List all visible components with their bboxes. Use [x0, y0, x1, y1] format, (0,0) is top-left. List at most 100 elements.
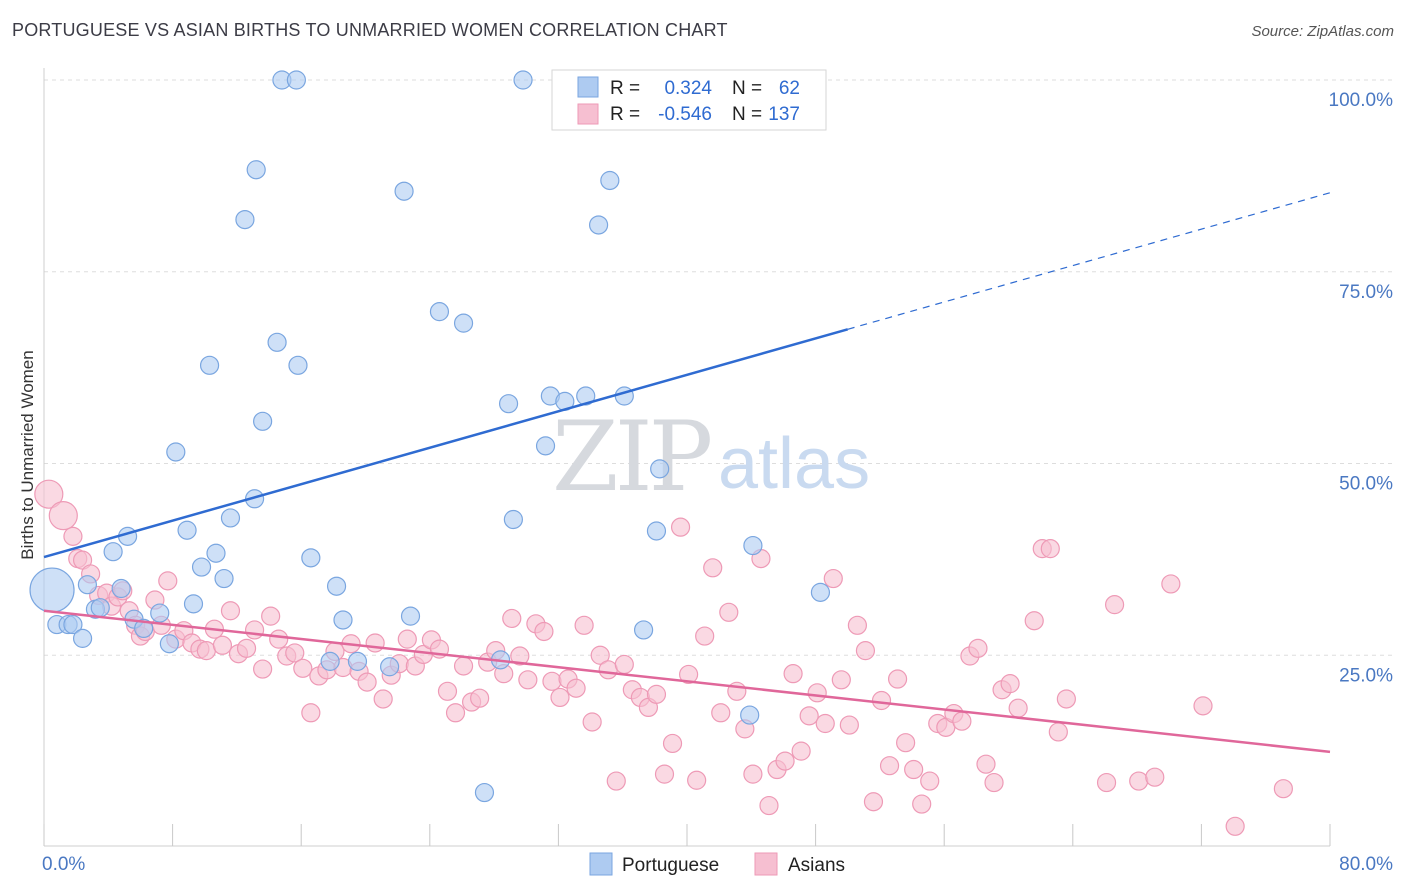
portuguese-point: [301, 548, 321, 568]
asians-point: [976, 754, 996, 774]
asians-point: [799, 706, 819, 726]
asians-point: [831, 670, 851, 690]
watermark-atlas: atlas: [718, 424, 870, 504]
portuguese-point: [646, 521, 667, 541]
legend-n-label: N =: [732, 104, 762, 125]
y-tick-label: 100.0%: [1329, 90, 1394, 111]
portuguese-point: [191, 557, 212, 577]
portuguese-points: [29, 70, 831, 803]
asians-point: [502, 608, 522, 629]
portuguese-point: [810, 582, 831, 602]
portuguese-point: [394, 181, 414, 201]
portuguese-point: [600, 170, 620, 191]
watermark: ZIP atlas: [552, 401, 870, 513]
asians-point: [823, 568, 843, 589]
asians-point: [1104, 595, 1125, 615]
asians-point: [590, 645, 610, 665]
asians-point: [791, 741, 811, 761]
portuguese-trend-line: [43, 328, 849, 559]
portuguese-point: [347, 651, 368, 671]
portuguese-point: [286, 70, 306, 90]
portuguese-point: [326, 576, 347, 596]
portuguese-point: [576, 386, 596, 406]
portuguese-point: [159, 634, 179, 654]
asians-point: [574, 615, 594, 635]
asians-point: [220, 601, 241, 621]
asians-point: [518, 670, 538, 690]
portuguese-point: [588, 215, 609, 235]
portuguese-point: [535, 436, 556, 456]
asians-point: [1129, 771, 1149, 791]
asians-point: [662, 733, 683, 754]
trend-lines: [43, 192, 1331, 754]
legend-r-label: R =: [610, 78, 640, 99]
asians-point: [847, 615, 867, 635]
portuguese-point: [429, 302, 450, 322]
asians-point: [453, 656, 474, 676]
portuguese-trend-extension: [847, 192, 1331, 330]
asians-point: [687, 770, 707, 790]
x-tick-label: 0.0%: [42, 854, 85, 875]
asians-trend-line: [43, 609, 1331, 754]
asians-point: [606, 771, 626, 791]
asians-point: [703, 558, 723, 578]
watermark-zip: ZIP: [552, 401, 711, 513]
asians-point: [542, 671, 562, 691]
portuguese-point: [77, 575, 98, 595]
portuguese-point: [333, 610, 353, 630]
portuguese-point: [288, 355, 308, 375]
asians-point: [1161, 574, 1181, 594]
asians-point: [904, 759, 924, 780]
asians-point: [437, 681, 458, 701]
legend-top: R = 0.324 N = 62 R = -0.546 N = 137: [551, 69, 827, 131]
asians-point: [896, 733, 916, 753]
legend-n-label: N =: [732, 78, 762, 99]
asians-point: [301, 703, 321, 723]
asians-point: [855, 641, 876, 661]
asians-point: [743, 764, 763, 784]
asians-point: [598, 660, 618, 680]
asians-point: [1273, 779, 1293, 799]
portuguese-point: [111, 578, 131, 599]
asians-point: [34, 479, 64, 509]
asians-point: [48, 501, 78, 531]
y-tick-label: 50.0%: [1339, 474, 1393, 495]
asians-point: [373, 689, 393, 709]
portuguese-point: [235, 209, 255, 230]
portuguese-point: [743, 535, 763, 556]
asians-point: [253, 659, 273, 679]
portuguese-point: [72, 628, 93, 648]
asians-point: [839, 715, 859, 735]
asians-point: [1056, 689, 1076, 709]
portuguese-point: [206, 543, 226, 563]
asians-point: [783, 664, 803, 684]
asians-point: [1040, 539, 1060, 559]
asians-point: [244, 620, 265, 640]
portuguese-point: [253, 411, 273, 431]
asians-point: [871, 690, 892, 711]
portuguese-point: [320, 651, 340, 671]
asians-point: [695, 626, 715, 646]
asians-point: [670, 517, 691, 537]
legend-portuguese-swatch: [589, 852, 613, 876]
x-tick-label: 80.0%: [1339, 854, 1393, 875]
asians-point: [566, 678, 586, 698]
asians-point: [879, 756, 900, 776]
portuguese-point: [400, 606, 421, 626]
portuguese-point: [650, 459, 670, 479]
legend-n-value: 62: [779, 78, 800, 99]
portuguese-point: [29, 567, 75, 613]
portuguese-point: [498, 394, 519, 414]
axes: [43, 68, 1331, 847]
portuguese-point: [453, 313, 474, 333]
tick-labels: 25.0% 50.0% 75.0% 100.0% 0.0% 80.0%: [42, 90, 1393, 875]
asians-point: [1000, 674, 1020, 694]
asians-point: [269, 629, 289, 649]
portuguese-point: [633, 620, 654, 640]
portuguese-point: [150, 603, 170, 623]
chart-title: PORTUGUESE VS ASIAN BIRTHS TO UNMARRIED …: [12, 20, 728, 40]
asians-point: [759, 795, 779, 816]
asians-point: [510, 646, 530, 666]
legend-portuguese-swatch: [577, 76, 599, 98]
